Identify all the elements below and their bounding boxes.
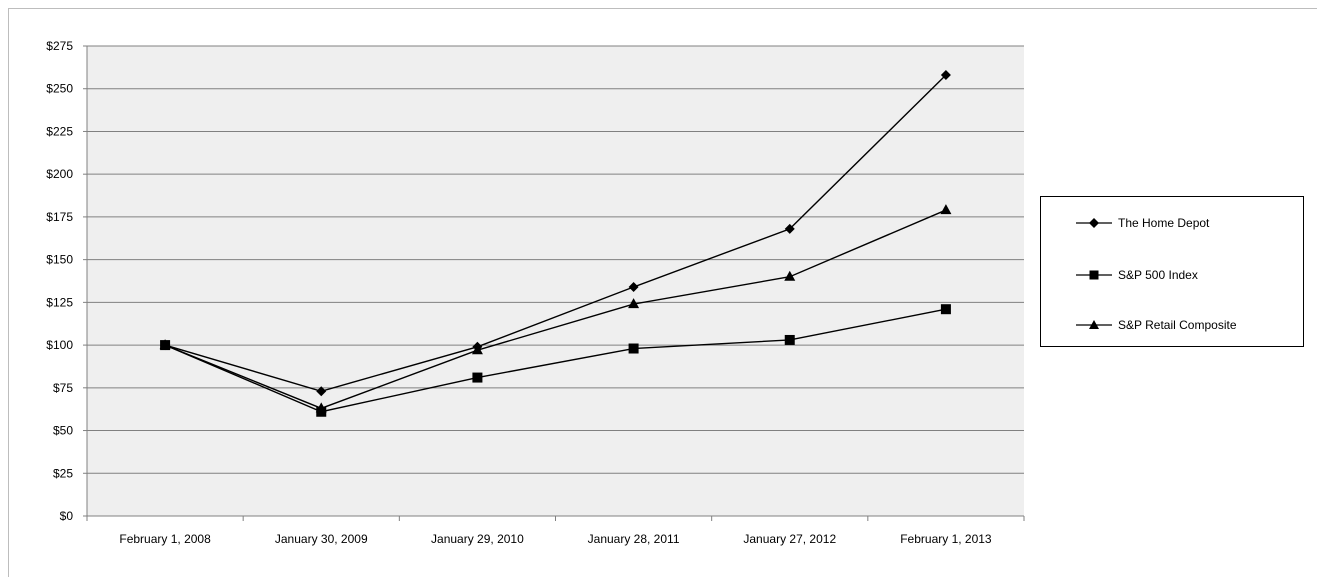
plot-area <box>87 46 1024 516</box>
series-2 <box>159 204 952 413</box>
x-tick-label: January 28, 2011 <box>588 532 680 546</box>
y-tick-label: $25 <box>53 466 73 480</box>
legend-item-sp-retail: S&P Retail Composite <box>1076 317 1237 333</box>
data-point-triangle <box>315 402 327 413</box>
y-tick-label: $250 <box>46 82 73 96</box>
diamond-marker-icon <box>1076 218 1112 228</box>
data-point-diamond <box>628 281 639 292</box>
data-point-triangle <box>784 270 796 281</box>
series-line <box>164 308 947 413</box>
x-tick-label: January 27, 2012 <box>743 532 836 546</box>
legend-label-sp-retail: S&P Retail Composite <box>1118 318 1237 332</box>
legend-label-sp500: S&P 500 Index <box>1118 268 1198 282</box>
y-tick-label: $150 <box>46 253 73 267</box>
data-point-diamond <box>940 70 951 81</box>
chart-legend: The Home Depot S&P 500 Index S&P Retail … <box>1040 196 1304 347</box>
data-point-square <box>628 343 639 354</box>
legend-item-sp500: S&P 500 Index <box>1076 267 1198 283</box>
y-tick-label: $100 <box>46 338 73 352</box>
data-point-triangle <box>940 204 952 215</box>
series-line <box>164 74 947 392</box>
data-point-triangle <box>628 298 640 309</box>
y-tick-label: $200 <box>46 167 73 181</box>
data-point-square <box>784 334 795 345</box>
data-point-square <box>472 372 483 383</box>
series-line <box>164 209 947 410</box>
x-tick-label: February 1, 2013 <box>900 532 992 546</box>
y-tick-label: $175 <box>46 210 73 224</box>
data-series <box>159 70 952 417</box>
y-tick-label: $275 <box>46 39 73 53</box>
triangle-marker-icon <box>1076 320 1112 329</box>
y-tick-label: $0 <box>60 509 74 523</box>
y-tick-label: $50 <box>53 424 73 438</box>
legend-label-home-depot: The Home Depot <box>1118 216 1210 230</box>
data-point-diamond <box>316 386 327 397</box>
square-marker-icon <box>1076 270 1112 280</box>
y-tick-label: $225 <box>46 124 73 138</box>
gridlines <box>87 45 1024 474</box>
x-tick-label: January 29, 2010 <box>431 532 524 546</box>
y-tick-label: $75 <box>53 381 73 395</box>
data-point-triangle <box>159 339 171 350</box>
data-point-triangle <box>471 344 483 355</box>
x-tick-label: February 1, 2008 <box>119 532 211 546</box>
legend-item-home-depot: The Home Depot <box>1076 215 1209 231</box>
x-tick-label: January 30, 2009 <box>275 532 368 546</box>
data-point-square <box>940 304 951 315</box>
data-point-diamond <box>784 223 795 234</box>
x-axis-tick-labels: February 1, 2008 January 30, 2009 January … <box>119 532 992 546</box>
axes <box>83 45 1025 521</box>
y-tick-label: $125 <box>46 295 73 309</box>
y-axis-tick-labels: $0 $25 $50 $75 $100 $125 $150 $175 $200 $225 $250 $… <box>46 39 73 523</box>
chart-frame <box>8 8 1317 577</box>
